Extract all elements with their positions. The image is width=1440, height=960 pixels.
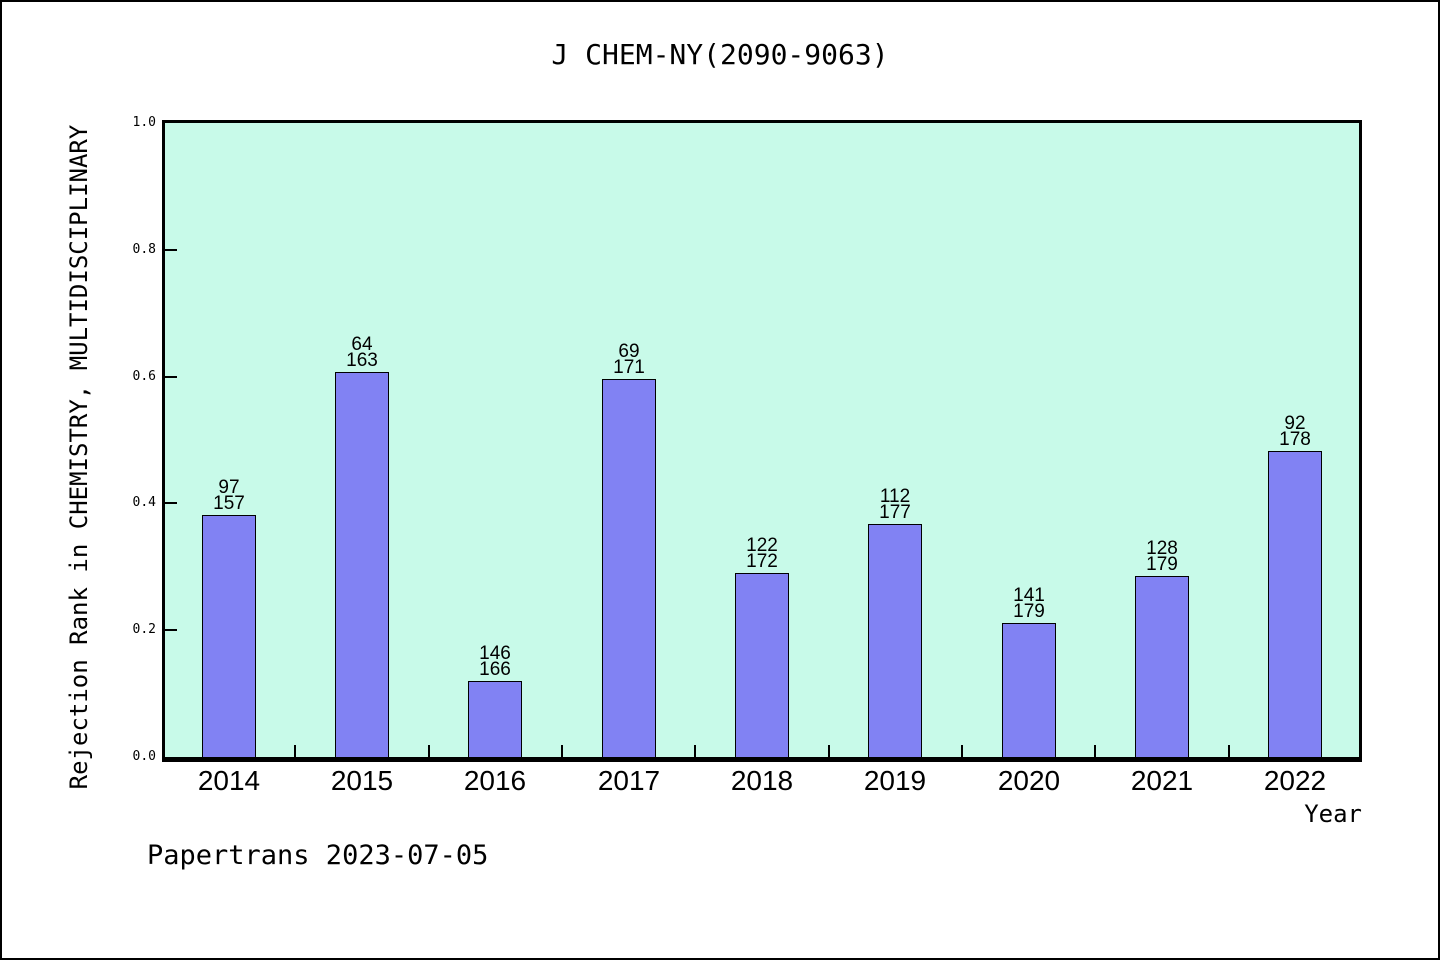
bar-2015: [335, 372, 389, 757]
y-tick-mark: [165, 376, 177, 378]
x-tick-mark: [561, 745, 563, 757]
x-tick-label-2021: 2021: [1130, 765, 1194, 796]
bar-total-value: 179: [1013, 601, 1045, 622]
x-axis-title: Year: [1304, 800, 1362, 828]
bar-value-label: 128 179: [1102, 538, 1222, 575]
bar-2018: [735, 573, 789, 757]
bar-rank-value: 146: [479, 643, 511, 664]
bar-total-value: 178: [1279, 429, 1311, 450]
footer-note: Papertrans 2023-07-05: [147, 840, 489, 871]
x-tick-label-2019: 2019: [863, 765, 927, 796]
bar-total-value: 157: [213, 493, 245, 514]
bar-2021: [1135, 576, 1189, 757]
y-axis-title: Rejection Rank in CHEMISTRY, MULTIDISCIP…: [65, 124, 93, 790]
chart-title: J CHEM-NY(2090-9063): [551, 38, 889, 71]
x-tick-mark: [1094, 745, 1096, 757]
x-tick-label-2014: 2014: [197, 765, 261, 796]
plot-area: 97 157 64 163 146 166 69 171 122 172 112 177 141 179 1…: [162, 120, 1362, 762]
y-tick-label: 0.4: [132, 495, 156, 510]
bar-rank-value: 112: [879, 486, 911, 507]
bar-2017: [602, 379, 656, 757]
bar-total-value: 166: [479, 659, 511, 680]
y-tick-mark: [165, 249, 177, 251]
bar-value-label: 112 177: [835, 486, 955, 523]
bar-total-value: 179: [1146, 554, 1178, 575]
bar-value-label: 146 166: [435, 643, 555, 680]
x-tick-mark: [1228, 745, 1230, 757]
bar-rank-value: 141: [1013, 585, 1045, 606]
x-tick-label-2018: 2018: [730, 765, 794, 796]
bar-2016: [468, 681, 522, 757]
bar-total-value: 172: [746, 551, 778, 572]
x-tick-label-2020: 2020: [997, 765, 1061, 796]
bar-value-label: 97 157: [169, 477, 289, 514]
bar-total-value: 177: [879, 502, 911, 523]
y-tick-label: 0.6: [132, 369, 156, 384]
bar-2019: [868, 524, 922, 757]
bar-rank-value: 92: [1284, 413, 1306, 434]
x-tick-mark: [961, 745, 963, 757]
x-tick-mark: [828, 745, 830, 757]
x-tick-label-2016: 2016: [463, 765, 527, 796]
x-tick-label-2015: 2015: [330, 765, 394, 796]
bar-2020: [1002, 623, 1056, 757]
bar-value-label: 69 171: [569, 341, 689, 378]
bar-2022: [1268, 451, 1322, 757]
y-tick-label: 0.8: [132, 242, 156, 257]
y-tick-label: 1.0: [132, 115, 156, 130]
x-tick-label-2022: 2022: [1263, 765, 1327, 796]
y-tick-mark: [165, 502, 177, 504]
bar-rank-value: 97: [218, 477, 240, 498]
y-tick-mark: [165, 629, 177, 631]
bar-total-value: 171: [613, 357, 645, 378]
bar-value-label: 122 172: [702, 535, 822, 572]
bar-2014: [202, 515, 256, 757]
y-tick-label: 0.0: [132, 749, 156, 764]
bar-value-label: 92 178: [1235, 413, 1355, 450]
bar-rank-value: 128: [1146, 538, 1178, 559]
x-tick-label-2017: 2017: [597, 765, 661, 796]
x-tick-mark: [694, 745, 696, 757]
bar-rank-value: 64: [351, 334, 373, 355]
bar-value-label: 64 163: [302, 334, 422, 371]
bar-value-label: 141 179: [969, 585, 1089, 622]
bar-rank-value: 69: [618, 341, 640, 362]
bar-total-value: 163: [346, 350, 378, 371]
bar-rank-value: 122: [746, 535, 778, 556]
x-tick-mark: [294, 745, 296, 757]
x-tick-mark: [428, 745, 430, 757]
y-tick-label: 0.2: [132, 622, 156, 637]
